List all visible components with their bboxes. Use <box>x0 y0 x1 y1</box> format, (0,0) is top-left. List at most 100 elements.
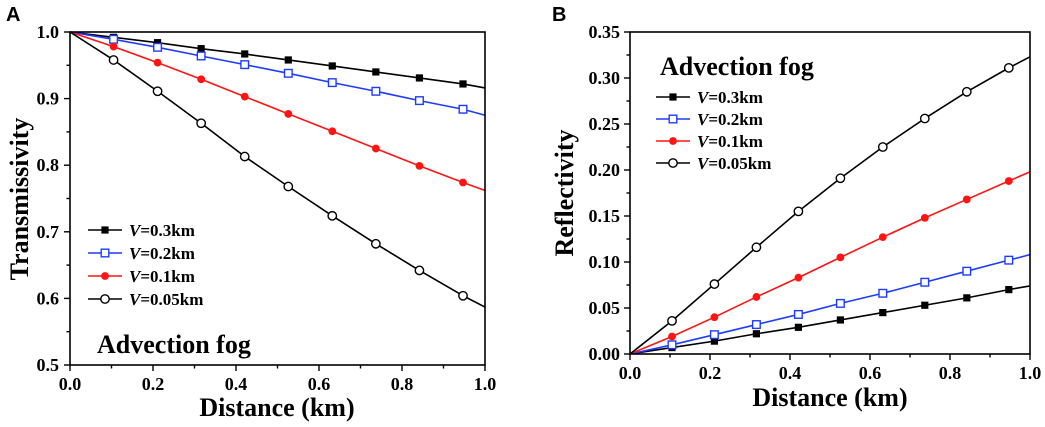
data-point <box>878 233 887 242</box>
x-tick-label: 0.8 <box>391 374 414 394</box>
legend-entry: V=0.05km <box>656 154 771 173</box>
y-tick-label: 0.35 <box>589 22 621 42</box>
legend-label: V=0.3km <box>129 221 195 240</box>
y-tick-label: 0.00 <box>589 344 621 364</box>
legend-marker <box>100 248 110 258</box>
panel-label: B <box>552 4 566 26</box>
data-point <box>793 309 803 319</box>
data-point <box>459 80 467 88</box>
annotation-label: Advection fog <box>97 330 251 359</box>
series-v-0-1km <box>69 31 486 192</box>
y-tick-label: 0.7 <box>37 222 60 242</box>
series-line <box>69 31 486 308</box>
data-point <box>751 242 762 253</box>
legend-label: V=0.2km <box>129 244 195 263</box>
data-point <box>327 78 337 88</box>
data-point <box>153 58 162 67</box>
data-point <box>458 290 468 301</box>
axis-ticks <box>624 31 1031 360</box>
data-point <box>284 110 293 118</box>
series-line <box>629 56 1031 355</box>
x-tick-label: 0.4 <box>779 363 802 383</box>
legend-entry: V=0.3km <box>88 221 195 240</box>
legend-label-variable: V <box>129 221 142 240</box>
data-point <box>414 96 424 106</box>
data-point <box>709 279 720 289</box>
panel-a: A Transmissivity Distance (km) 0.5 0.6 0.7… <box>5 4 496 422</box>
panel-b: B Reflectivity Distance (km) 0.00 0.05 0.1… <box>550 4 1041 412</box>
data-point <box>920 213 929 222</box>
series-v-0-3km <box>629 285 1031 355</box>
legend-marker <box>100 294 110 304</box>
plot-frame <box>69 31 486 366</box>
data-point <box>415 74 424 82</box>
legend-label-value: =0.05km <box>708 154 771 173</box>
plot-area: 0.00 0.05 0.10 0.15 0.20 0.25 0.30 0.35 0.0 0.2 0.… <box>589 22 1042 383</box>
y-tick-label: 0.15 <box>589 206 621 226</box>
data-point <box>196 118 207 129</box>
plot-area: 0.50.60.70.80.91.00.0 0.2 0.4 0.6 0.8 1.0V=0.… <box>37 22 497 394</box>
x-axis-label: Distance (km) <box>752 383 907 412</box>
y-tick-label: 0.6 <box>37 288 60 308</box>
x-tick-label: 0.2 <box>142 374 165 394</box>
data-point <box>372 68 380 76</box>
data-point <box>109 42 118 51</box>
data-point <box>370 238 381 249</box>
data-point <box>877 142 888 152</box>
legend-entry: V=0.3km <box>656 88 763 107</box>
legend-label-value: =0.05km <box>140 290 203 309</box>
y-tick-label: 0.9 <box>37 89 60 109</box>
y-tick-label: 0.10 <box>589 252 621 272</box>
x-tick-label: 0.8 <box>939 363 962 383</box>
legend-label-value: =0.3km <box>140 221 195 240</box>
y-axis-label: Reflectivity <box>550 129 579 256</box>
y-tick-label: 0.5 <box>37 355 60 375</box>
data-point <box>961 86 972 97</box>
x-tick-label: 1.0 <box>1019 363 1042 383</box>
data-point <box>239 151 250 162</box>
data-point <box>283 181 294 192</box>
x-axis-label: Distance (km) <box>199 393 354 422</box>
legend-label-variable: V <box>129 244 142 263</box>
legend-label-value: =0.3km <box>708 88 763 107</box>
data-point <box>921 301 929 309</box>
legend-label-variable: V <box>697 88 710 107</box>
x-tick-label: 0.6 <box>308 374 331 394</box>
legend-marker <box>668 158 678 168</box>
data-point <box>668 332 676 341</box>
data-point <box>197 75 206 84</box>
data-point <box>836 253 845 262</box>
legend-label-value: =0.2km <box>708 110 763 129</box>
data-point <box>920 277 930 287</box>
y-tick-label: 0.20 <box>589 160 621 180</box>
data-point <box>879 309 887 317</box>
legend-entry: V=0.1km <box>656 132 763 151</box>
data-point <box>196 51 206 61</box>
legend-label-variable: V <box>697 132 710 151</box>
panel-label: A <box>6 4 20 26</box>
data-point <box>1005 286 1013 294</box>
data-point <box>240 60 250 70</box>
data-point <box>667 340 677 350</box>
y-tick-label: 1.0 <box>37 22 60 42</box>
data-point <box>371 86 381 96</box>
x-tick-label: 0.0 <box>59 374 82 394</box>
legend-entry: V=0.05km <box>88 290 203 309</box>
data-point <box>752 330 760 338</box>
data-point <box>240 92 249 101</box>
data-point <box>835 173 846 184</box>
legend-label-variable: V <box>697 110 710 129</box>
x-tick-label: 0.6 <box>859 363 882 383</box>
data-point <box>152 86 163 97</box>
legend-label: V=0.3km <box>697 88 763 107</box>
data-point <box>751 320 761 330</box>
legend-label-value: =0.1km <box>140 267 195 286</box>
series-v-0-3km <box>69 31 486 89</box>
data-point <box>283 68 293 78</box>
y-axis-label: Transmissivity <box>5 118 34 281</box>
x-tick-label: 0.4 <box>225 374 248 394</box>
data-point <box>458 104 468 114</box>
y-tick-label: 0.30 <box>589 68 621 88</box>
data-point <box>793 206 804 217</box>
